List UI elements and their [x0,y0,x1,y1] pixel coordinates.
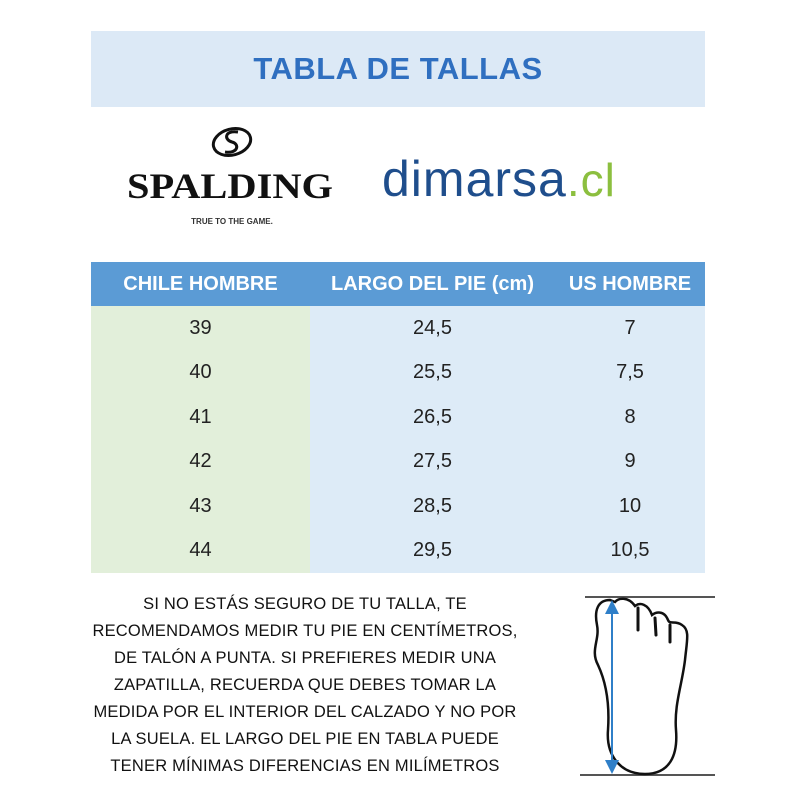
us-hombre-cell: 8 [555,395,705,440]
header-largo-del-pie: LARGO DEL PIE (cm) [310,262,555,306]
note-line: MEDIDA POR EL INTERIOR DEL CALZADO Y NO … [93,703,517,721]
largo-del-pie-cell: 28,5 [310,484,555,529]
size-table: CHILE HOMBRE LARGO DEL PIE (cm) US HOMBR… [91,262,705,573]
table-row: 43 28,5 10 [91,484,705,529]
chile-hombre-cell: 40 [91,350,310,395]
largo-del-pie-cell: 26,5 [310,395,555,440]
header-chile-hombre: CHILE HOMBRE [91,262,310,306]
note-line: TENER MÍNIMAS DIFERENCIAS EN MILÍMETROS [110,757,500,775]
table-row: 41 26,5 8 [91,395,705,440]
spalding-logo-name: SPALDING [127,166,333,206]
us-hombre-cell: 10 [555,484,705,529]
table-row: 40 25,5 7,5 [91,350,705,395]
chile-hombre-cell: 44 [91,528,310,573]
chile-hombre-cell: 42 [91,439,310,484]
measurement-note: SI NO ESTÁS SEGURO DE TU TALLA, TE RECOME… [40,591,570,780]
spalding-s-icon [224,130,239,154]
largo-del-pie-cell: 25,5 [310,350,555,395]
title-band: TABLA DE TALLAS [91,31,705,107]
dimarsa-logo: dimarsa.cl [382,150,616,208]
us-hombre-cell: 9 [555,439,705,484]
us-hombre-cell: 7,5 [555,350,705,395]
dimarsa-logo-main: dimarsa [382,151,567,207]
chile-hombre-cell: 43 [91,484,310,529]
largo-del-pie-cell: 24,5 [310,306,555,351]
foot-measure-icon [580,596,715,776]
largo-del-pie-cell: 27,5 [310,439,555,484]
spalding-logo-tagline: TRUE TO THE GAME. [191,217,273,226]
note-line: SI NO ESTÁS SEGURO DE TU TALLA, TE [143,595,467,613]
page-title: TABLA DE TALLAS [253,51,543,86]
table-row: 44 29,5 10,5 [91,528,705,573]
chile-hombre-cell: 39 [91,306,310,351]
note-line: LA SUELA. EL LARGO DEL PIE EN TABLA PUED… [111,730,499,748]
table-header-row: CHILE HOMBRE LARGO DEL PIE (cm) US HOMBR… [91,262,705,306]
size-table-body: 39 24,5 7 40 25,5 7,5 41 26,5 8 42 27,5 9 43 28,5 10 44… [91,306,705,573]
note-line: DE TALÓN A PUNTA. SI PREFIERES MEDIR UNA [113,649,497,667]
us-hombre-cell: 10,5 [555,528,705,573]
note-line: ZAPATILLA, RECUERDA QUE DEBES TOMAR LA [113,676,497,694]
us-hombre-cell: 7 [555,306,705,351]
table-row: 39 24,5 7 [91,306,705,351]
table-row: 42 27,5 9 [91,439,705,484]
header-us-hombre: US HOMBRE [555,262,705,306]
spalding-logo: SPALDING TRUE TO THE GAME. [127,127,333,226]
note-line: RECOMENDAMOS MEDIR TU PIE EN CENTÍMETROS… [92,622,518,640]
dimarsa-logo-suffix: .cl [566,154,616,206]
largo-del-pie-cell: 29,5 [310,528,555,573]
chile-hombre-cell: 41 [91,395,310,440]
spalding-ball-icon [211,127,253,157]
